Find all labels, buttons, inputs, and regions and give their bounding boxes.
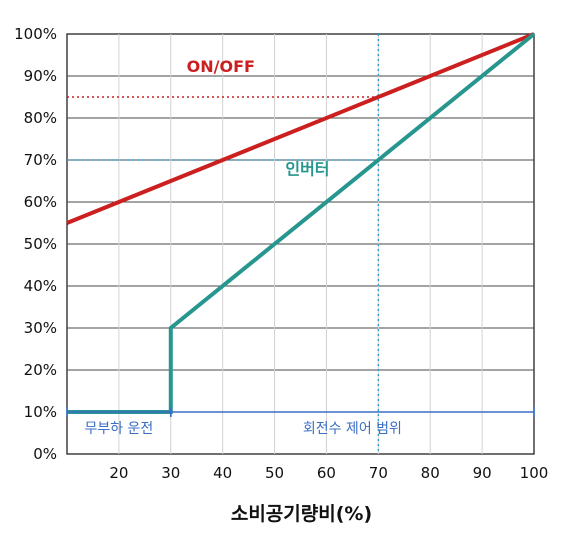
- x-tick-label: 90: [473, 464, 492, 482]
- y-tick-label: 40%: [24, 277, 57, 295]
- y-tick-label: 10%: [24, 403, 57, 421]
- y-tick-label: 90%: [24, 67, 57, 85]
- y-tick-label: 80%: [24, 109, 57, 127]
- x-tick-label: 30: [161, 464, 180, 482]
- y-tick-label: 20%: [24, 361, 57, 379]
- series-line-onoff: [66, 32, 535, 225]
- y-tick-label: 60%: [24, 193, 57, 211]
- y-tick-label: 100%: [14, 25, 57, 43]
- range-brackets: [66, 407, 535, 417]
- y-tick-label: 50%: [24, 235, 57, 253]
- x-tick-label: 60: [317, 464, 336, 482]
- series-label-onoff: ON/OFF: [187, 57, 255, 76]
- labels: ON/OFF 인버터 무부하 운전 회전수 제어 범위 소비공기량비(%): [84, 57, 401, 525]
- x-tick-label: 80: [421, 464, 440, 482]
- x-tick-label: 70: [369, 464, 388, 482]
- x-tick-label: 40: [213, 464, 232, 482]
- x-tick-label: 20: [109, 464, 128, 482]
- range-label-no-load: 무부하 운전: [84, 421, 153, 437]
- y-tick-label: 30%: [24, 319, 57, 337]
- x-tick-label: 50: [265, 464, 284, 482]
- series-lines: [66, 32, 536, 414]
- series-label-inverter: 인버터: [285, 160, 329, 179]
- y-tick-label: 0%: [33, 445, 57, 463]
- range-label-speed-control: 회전수 제어 범위: [303, 421, 402, 437]
- tick-labels: 0% 10% 20% 30% 40% 50% 60% 70% 80% 90% 100% 20 30 40 5…: [14, 25, 548, 482]
- x-axis-label: 소비공기량비(%): [231, 503, 372, 525]
- x-tick-label: 100: [520, 464, 549, 482]
- series-line-inverter: [67, 32, 536, 414]
- y-tick-label: 70%: [24, 151, 57, 169]
